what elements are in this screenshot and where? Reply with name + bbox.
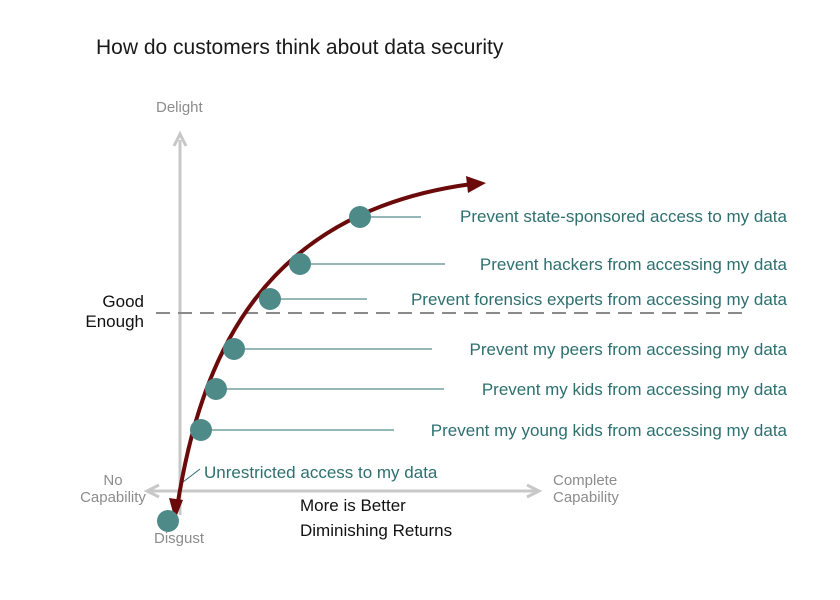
data-point xyxy=(223,338,245,360)
item-label-peers: Prevent my peers from accessing my data xyxy=(469,340,787,359)
axis-label-delight: Delight xyxy=(156,99,203,116)
axis-label-disgust: Disgust xyxy=(154,530,205,547)
axis-label-no-capability: No Capability xyxy=(80,472,146,507)
axis-label-complete-capability: Complete Capability xyxy=(553,472,619,507)
data-point xyxy=(349,206,371,228)
item-label-unrestricted: Unrestricted access to my data xyxy=(204,463,438,482)
horizontal-axis-left-arrowhead xyxy=(143,483,160,499)
curve-note-diminishing-returns: Diminishing Returns xyxy=(300,521,453,540)
good-enough-label: Good Enough xyxy=(85,292,144,331)
curve-arrowhead-top xyxy=(466,176,486,193)
item-label-hackers: Prevent hackers from accessing my data xyxy=(479,255,787,274)
value-curve xyxy=(175,182,473,509)
vertical-axis-arrowhead xyxy=(172,130,188,147)
item-label-kids: Prevent my kids from accessing my data xyxy=(481,380,787,399)
data-point xyxy=(157,510,179,532)
item-label-forensics: Prevent forensics experts from accessing… xyxy=(410,290,787,309)
curve-note-more-is-better: More is Better xyxy=(300,496,406,515)
item-label-young-kids: Prevent my young kids from accessing my … xyxy=(430,421,787,440)
data-point xyxy=(259,288,281,310)
leader-line xyxy=(182,468,201,483)
data-point xyxy=(289,253,311,275)
data-point xyxy=(205,378,227,400)
horizontal-axis-right-arrowhead xyxy=(526,483,543,499)
item-label-state-sponsored: Prevent state-sponsored access to my dat… xyxy=(460,207,787,226)
data-point xyxy=(190,419,212,441)
curve-arrowhead-bottom xyxy=(169,498,183,520)
diagram-title: How do customers think about data securi… xyxy=(96,36,504,59)
